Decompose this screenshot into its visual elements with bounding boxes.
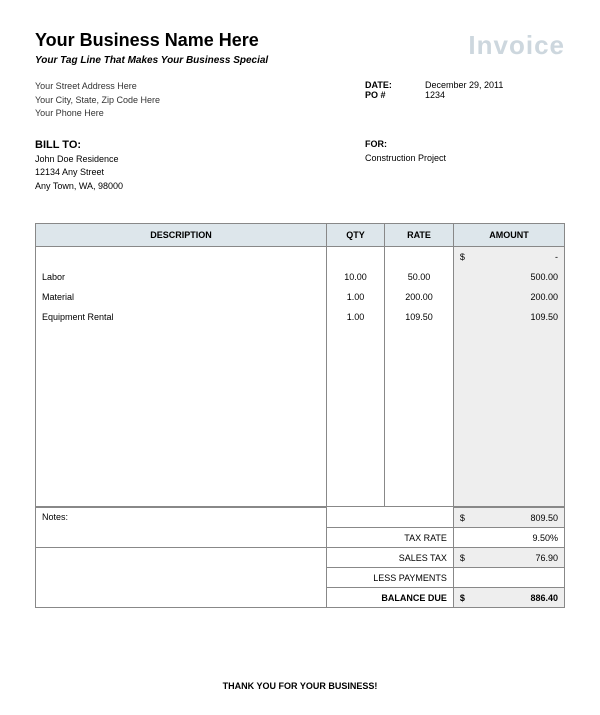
line-desc	[36, 487, 327, 507]
line-amount: 200.00	[453, 287, 564, 307]
invoice-meta: DATE: December 29, 2011 PO # 1234	[365, 80, 565, 100]
notes-cell-lower	[36, 548, 327, 608]
line-amount	[453, 367, 564, 387]
line-desc	[36, 327, 327, 347]
po-label: PO #	[365, 90, 425, 100]
summary-table: Notes: $809.50 TAX RATE 9.50% SALES TAX …	[35, 507, 565, 608]
invoice-title: Invoice	[468, 30, 565, 61]
balance-due-value: $886.40	[453, 588, 564, 608]
line-amount	[453, 487, 564, 507]
line-rate	[385, 327, 454, 347]
line-amount: $-	[453, 247, 564, 267]
line-amount	[453, 327, 564, 347]
line-qty: 1.00	[326, 307, 384, 327]
business-name: Your Business Name Here	[35, 30, 268, 51]
line-rate: 200.00	[385, 287, 454, 307]
for-value: Construction Project	[365, 153, 565, 163]
date-value: December 29, 2011	[425, 80, 503, 90]
line-qty: 1.00	[326, 287, 384, 307]
line-amount	[453, 387, 564, 407]
for-block: FOR: Construction Project	[365, 139, 565, 194]
line-rate	[385, 247, 454, 267]
footer-thanks: THANK YOU FOR YOUR BUSINESS!	[0, 681, 600, 691]
line-rate	[385, 447, 454, 467]
line-qty	[326, 427, 384, 447]
blank	[326, 508, 384, 528]
line-amount	[453, 447, 564, 467]
line-qty	[326, 487, 384, 507]
tax-rate-value: 9.50%	[453, 528, 564, 548]
line-desc	[36, 447, 327, 467]
line-amount	[453, 467, 564, 487]
line-desc	[36, 247, 327, 267]
line-qty	[326, 387, 384, 407]
address-line: Your Phone Here	[35, 107, 160, 121]
line-amount: 500.00	[453, 267, 564, 287]
line-desc: Equipment Rental	[36, 307, 327, 327]
line-rate	[385, 367, 454, 387]
bill-to-line: 12134 Any Street	[35, 166, 123, 180]
line-amount	[453, 407, 564, 427]
line-rate	[385, 467, 454, 487]
bill-to-line: Any Town, WA, 98000	[35, 180, 123, 194]
line-qty	[326, 347, 384, 367]
tax-rate-label: TAX RATE	[326, 528, 453, 548]
line-rate	[385, 407, 454, 427]
line-items-table: DESCRIPTION QTY RATE AMOUNT $- Labor10.00…	[35, 223, 565, 507]
subtotal-value: $809.50	[453, 508, 564, 528]
sales-tax-value: $76.90	[453, 548, 564, 568]
sales-tax-label: SALES TAX	[326, 548, 453, 568]
balance-due-label: BALANCE DUE	[326, 588, 453, 608]
col-header-qty: QTY	[326, 224, 384, 247]
line-desc	[36, 427, 327, 447]
line-qty	[326, 327, 384, 347]
line-amount	[453, 347, 564, 367]
less-payments-value	[453, 568, 564, 588]
line-rate	[385, 487, 454, 507]
tagline: Your Tag Line That Makes Your Business S…	[35, 55, 268, 66]
line-desc	[36, 407, 327, 427]
line-qty	[326, 367, 384, 387]
address-line: Your Street Address Here	[35, 80, 160, 94]
line-rate	[385, 427, 454, 447]
address-line: Your City, State, Zip Code Here	[35, 94, 160, 108]
business-address: Your Street Address Here Your City, Stat…	[35, 80, 160, 121]
line-rate	[385, 387, 454, 407]
less-payments-label: LESS PAYMENTS	[326, 568, 453, 588]
line-desc	[36, 467, 327, 487]
blank	[385, 508, 454, 528]
notes-cell: Notes:	[36, 508, 327, 548]
line-rate: 50.00	[385, 267, 454, 287]
line-desc: Labor	[36, 267, 327, 287]
line-desc: Material	[36, 287, 327, 307]
for-label: FOR:	[365, 139, 565, 149]
line-qty	[326, 447, 384, 467]
date-label: DATE:	[365, 80, 425, 90]
line-amount	[453, 427, 564, 447]
line-qty	[326, 467, 384, 487]
line-qty	[326, 407, 384, 427]
line-rate	[385, 347, 454, 367]
bill-to-block: BILL TO: John Doe Residence 12134 Any St…	[35, 139, 123, 194]
bill-to-label: BILL TO:	[35, 139, 123, 151]
po-value: 1234	[425, 90, 445, 100]
line-amount: 109.50	[453, 307, 564, 327]
line-desc	[36, 387, 327, 407]
line-desc	[36, 347, 327, 367]
col-header-rate: RATE	[385, 224, 454, 247]
bill-to-line: John Doe Residence	[35, 153, 123, 167]
line-desc	[36, 367, 327, 387]
col-header-description: DESCRIPTION	[36, 224, 327, 247]
line-qty	[326, 247, 384, 267]
col-header-amount: AMOUNT	[453, 224, 564, 247]
line-rate: 109.50	[385, 307, 454, 327]
line-qty: 10.00	[326, 267, 384, 287]
